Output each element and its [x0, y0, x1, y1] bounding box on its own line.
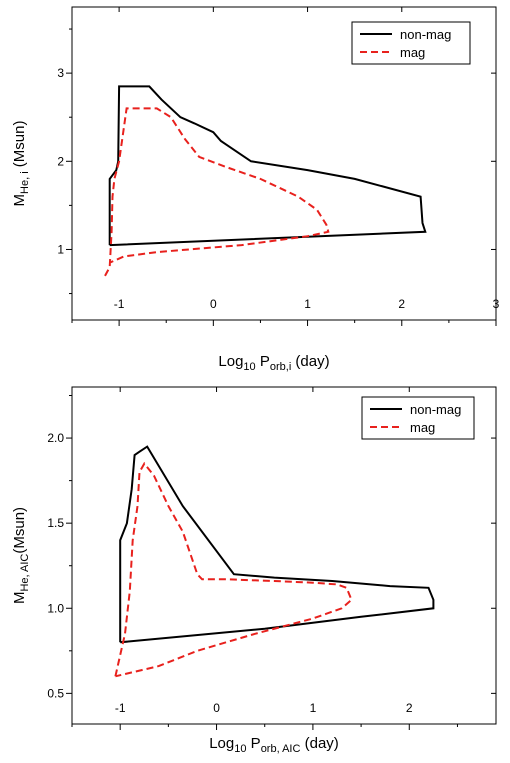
plot-frame	[71, 386, 497, 725]
x-axis-title: Log10 Porb,i (day)	[218, 353, 329, 373]
series-line-non-mag	[108, 85, 427, 247]
x-tick-label: 1	[304, 297, 311, 311]
x-tick-label: -1	[114, 297, 125, 311]
y-tick-label: 1.5	[47, 516, 64, 530]
series-line-mag	[104, 107, 330, 277]
y-tick-label: 1.0	[47, 601, 64, 615]
y-tick-label: 1	[57, 242, 64, 256]
legend-label-non-mag: non-mag	[410, 402, 461, 417]
series-line-non-mag	[119, 445, 435, 644]
chart-panel-2: -1 0 1 2 0.5 1.0 1.5 2.0 non-mag mag Log10 Porb, A…	[11, 386, 497, 755]
legend: non-mag mag	[351, 21, 471, 65]
y-axis-title: MHe, i (Msun)	[11, 121, 31, 207]
x-tick-label: 1	[310, 701, 317, 715]
x-tick-label: 0	[213, 701, 220, 715]
y-tick-label: 2	[57, 154, 64, 168]
legend-label-mag: mag	[410, 420, 435, 435]
x-tick-label: 2	[398, 297, 405, 311]
x-tick-label: -1	[115, 701, 126, 715]
y-tick-label: 3	[57, 66, 64, 80]
legend-box	[361, 396, 475, 440]
y-tick-label: 0.5	[47, 686, 64, 700]
x-tick-label: 0	[210, 297, 217, 311]
legend-label-non-mag: non-mag	[400, 27, 451, 42]
x-axis-title: Log10 Porb, AIC (day)	[209, 735, 339, 755]
chart-panel-1: -1 0 1 2 3 1 2 3 non-mag mag Log10 Porb,i (day) MHe…	[11, 6, 500, 373]
x-tick-label: 2	[406, 701, 413, 715]
plot-frame	[71, 6, 497, 321]
x-tick-label: 3	[493, 297, 500, 311]
y-axis-title: MHe, AIC(Msun)	[11, 507, 31, 604]
legend-box	[351, 21, 471, 65]
legend: non-mag mag	[361, 396, 475, 440]
y-tick-label: 2.0	[47, 431, 64, 445]
series-line-mag	[114, 461, 353, 678]
legend-label-mag: mag	[400, 45, 425, 60]
